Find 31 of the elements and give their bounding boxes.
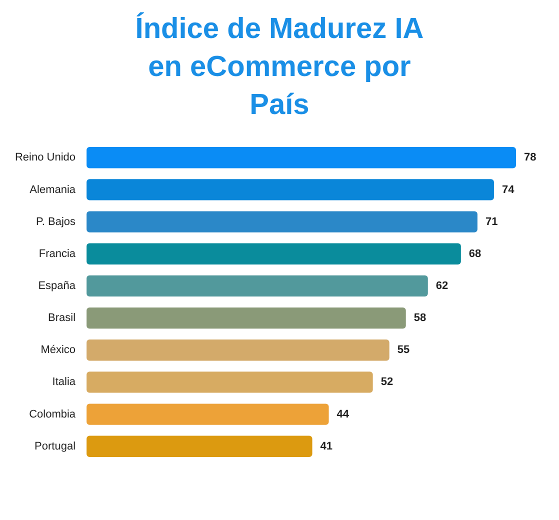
y-tick-label: Colombia: [29, 408, 76, 420]
data-label: 71: [485, 216, 498, 228]
data-label: 41: [320, 440, 333, 452]
bar: [86, 340, 390, 361]
bar: [86, 372, 373, 393]
data-label: 55: [397, 344, 410, 356]
data-label: 74: [502, 184, 516, 196]
y-tick-label: Brasil: [48, 312, 76, 324]
bar: [86, 404, 329, 425]
data-label: 78: [524, 152, 536, 164]
bar: [86, 275, 428, 297]
data-label: 62: [436, 280, 448, 292]
bar: [86, 147, 516, 168]
bar: [86, 179, 494, 200]
y-tick-label: España: [38, 280, 76, 292]
y-tick-label: Alemania: [30, 184, 76, 196]
data-label: 58: [414, 312, 426, 324]
y-tick-label: Reino Unido: [14, 152, 76, 164]
data-label: 52: [380, 376, 394, 388]
bar: [86, 211, 478, 232]
y-tick-label: México: [40, 344, 76, 356]
data-label: 44: [336, 408, 350, 420]
y-tick-label: Italia: [52, 376, 76, 388]
y-tick-label: Francia: [38, 248, 76, 260]
bar: [86, 307, 406, 329]
bar: [86, 436, 312, 457]
bar: [86, 243, 461, 264]
y-tick-label: Portugal: [34, 440, 76, 452]
y-tick-label: P. Bajos: [36, 216, 76, 228]
data-label: 68: [468, 248, 482, 260]
chart-title: Índice de Madurez IA en eCommerce por País: [134, 11, 425, 123]
